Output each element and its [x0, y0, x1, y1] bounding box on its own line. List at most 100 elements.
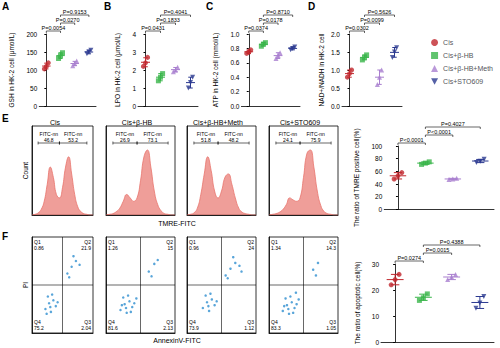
- svg-text:P=0.0274: P=0.0274: [397, 255, 421, 261]
- svg-text:24: 24: [248, 245, 254, 251]
- svg-text:0.0: 0.0: [331, 103, 340, 110]
- svg-text:Cis+β-HB: Cis+β-HB: [121, 119, 152, 127]
- svg-text:0: 0: [379, 206, 383, 213]
- svg-text:P=0.8710: P=0.8710: [266, 9, 290, 15]
- svg-text:0.6: 0.6: [230, 59, 239, 66]
- svg-text:P=0.0374: P=0.0374: [244, 25, 268, 31]
- svg-text:80: 80: [375, 155, 383, 162]
- svg-text:14.3: 14.3: [326, 245, 336, 251]
- svg-text:26.9: 26.9: [120, 137, 130, 143]
- svg-text:The ratio of TMRE positive cel: The ratio of TMRE positive cell(%): [353, 128, 361, 227]
- svg-text:Cis+STO609: Cis+STO609: [279, 119, 319, 126]
- svg-text:60: 60: [375, 168, 383, 175]
- svg-text:53.2: 53.2: [68, 137, 78, 143]
- svg-text:3: 3: [132, 49, 136, 56]
- svg-text:21.9: 21.9: [81, 245, 91, 251]
- svg-text:P=0.0099: P=0.0099: [360, 17, 384, 23]
- svg-text:1.26: 1.26: [108, 245, 118, 251]
- svg-text:1.0: 1.0: [331, 67, 340, 74]
- svg-text:24.1: 24.1: [283, 137, 293, 143]
- svg-text:1.0: 1.0: [230, 31, 239, 38]
- svg-text:20: 20: [372, 287, 380, 294]
- svg-text:1.12: 1.12: [244, 325, 254, 331]
- html-text:E: E: [2, 113, 9, 124]
- svg-text:ATP in HK-2 cell (mmol/L): ATP in HK-2 cell (mmol/L): [212, 33, 220, 108]
- svg-text:2.04: 2.04: [81, 325, 91, 331]
- svg-text:0.2: 0.2: [230, 88, 239, 95]
- svg-text:Cis+STO609: Cis+STO609: [443, 78, 483, 85]
- svg-text:20: 20: [375, 193, 383, 200]
- html-text:A: A: [2, 1, 10, 12]
- svg-text:P=0.0302: P=0.0302: [345, 25, 369, 31]
- svg-text:75.2: 75.2: [34, 325, 44, 331]
- html-text:B: B: [104, 1, 112, 12]
- svg-text:FITC-nn: FITC-nn: [64, 131, 83, 137]
- svg-text:Cis: Cis: [50, 119, 61, 126]
- svg-text:200: 200: [26, 31, 37, 38]
- svg-text:The ratio of apoptotic cell(%): The ratio of apoptotic cell(%): [354, 262, 362, 345]
- svg-text:73.1: 73.1: [147, 137, 157, 143]
- svg-text:75.9: 75.9: [310, 137, 320, 143]
- svg-text:Cis+β-HB+Meth: Cis+β-HB+Meth: [193, 119, 243, 127]
- svg-text:0.5: 0.5: [331, 85, 340, 92]
- html-text:D: D: [308, 1, 316, 12]
- svg-text:P=0.0270: P=0.0270: [56, 17, 80, 23]
- svg-text:P=0.5626: P=0.5626: [368, 9, 392, 15]
- svg-text:0.0: 0.0: [230, 103, 239, 110]
- svg-text:10: 10: [372, 313, 380, 320]
- svg-text:Cis+β-HB: Cis+β-HB: [443, 52, 474, 60]
- svg-text:Count: Count: [22, 162, 29, 180]
- svg-text:2: 2: [132, 67, 136, 74]
- svg-text:2.0: 2.0: [331, 31, 340, 38]
- svg-text:P=0.9153: P=0.9153: [63, 9, 87, 15]
- svg-text:P=0.0015: P=0.0015: [426, 247, 450, 253]
- svg-text:GSH in HK-2 cell (μmol/L): GSH in HK-2 cell (μmol/L): [8, 33, 16, 108]
- html-text:C: C: [206, 1, 214, 12]
- svg-text:Cis+β-HB+Meth: Cis+β-HB+Meth: [443, 65, 493, 73]
- svg-text:46.8: 46.8: [44, 137, 54, 143]
- svg-text:0: 0: [132, 103, 136, 110]
- svg-text:1.34: 1.34: [271, 245, 281, 251]
- svg-text:40: 40: [375, 181, 383, 188]
- svg-text:0.4: 0.4: [230, 74, 239, 81]
- svg-text:1.05: 1.05: [326, 325, 336, 331]
- svg-text:150: 150: [26, 49, 37, 56]
- svg-text:0.96: 0.96: [189, 245, 199, 251]
- svg-text:100: 100: [371, 143, 382, 150]
- svg-text:LPO in HK-2 cell (μmol/L): LPO in HK-2 cell (μmol/L): [114, 33, 122, 107]
- svg-text:P=0.4388: P=0.4388: [440, 239, 464, 245]
- svg-text:P=0.0054: P=0.0054: [42, 25, 66, 31]
- svg-text:NAD+/NADH in HK-2 cell: NAD+/NADH in HK-2 cell: [318, 33, 325, 106]
- svg-text:51.8: 51.8: [201, 137, 211, 143]
- svg-text:2.13: 2.13: [163, 325, 173, 331]
- svg-text:0: 0: [375, 339, 379, 346]
- svg-text:P=0.4041: P=0.4041: [164, 9, 188, 15]
- svg-text:4: 4: [132, 31, 136, 38]
- svg-text:P=0.4027: P=0.4027: [441, 121, 465, 127]
- svg-text:P<0.0001: P<0.0001: [427, 129, 451, 135]
- svg-text:0.8: 0.8: [230, 45, 239, 52]
- svg-text:FITC-nn: FITC-nn: [115, 131, 134, 137]
- svg-text:0.86: 0.86: [34, 245, 44, 251]
- svg-text:1: 1: [132, 85, 136, 92]
- svg-text:P=0.1833: P=0.1833: [156, 17, 180, 23]
- svg-text:P=0.0178: P=0.0178: [259, 17, 283, 23]
- svg-text:P=0.0431: P=0.0431: [141, 25, 165, 31]
- svg-text:50: 50: [30, 85, 38, 92]
- svg-text:PI: PI: [22, 282, 29, 288]
- svg-text:30: 30: [372, 261, 380, 268]
- svg-text:81.6: 81.6: [108, 325, 118, 331]
- svg-text:48.2: 48.2: [229, 137, 239, 143]
- svg-text:15: 15: [167, 245, 173, 251]
- svg-text:P<0.0001: P<0.0001: [400, 137, 424, 143]
- html-text:TMRE-FITC: TMRE-FITC: [158, 220, 196, 227]
- html-text:AnnexinV-FITC: AnnexinV-FITC: [153, 337, 201, 344]
- svg-text:FITC-nn: FITC-nn: [39, 131, 58, 137]
- svg-text:1.5: 1.5: [331, 49, 340, 56]
- svg-text:100: 100: [26, 67, 37, 74]
- svg-text:Cis: Cis: [443, 39, 454, 46]
- html-text:F: F: [2, 231, 9, 242]
- svg-text:0: 0: [34, 103, 38, 110]
- svg-text:73.9: 73.9: [189, 325, 199, 331]
- svg-text:83.3: 83.3: [271, 325, 281, 331]
